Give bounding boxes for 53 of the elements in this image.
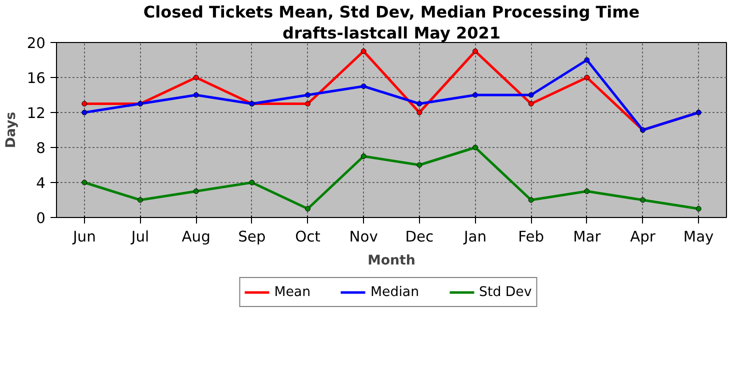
point	[528, 92, 534, 98]
x-tick-label: Dec	[405, 228, 434, 246]
point	[193, 92, 199, 98]
legend-label: Std Dev	[479, 284, 532, 300]
point	[696, 206, 702, 212]
point	[528, 197, 534, 203]
y-axis-title: Days	[4, 112, 19, 148]
point	[305, 92, 310, 98]
point	[416, 110, 422, 116]
point	[82, 110, 88, 116]
point	[193, 74, 199, 80]
point	[584, 57, 590, 63]
point	[416, 101, 422, 106]
point	[472, 92, 478, 98]
y-tick-label: 16	[26, 70, 46, 87]
x-tick-label: Mar	[573, 228, 602, 246]
point	[305, 206, 310, 212]
point	[584, 188, 590, 194]
chart-subtitle: drafts-lastcall May 2021	[282, 24, 500, 42]
x-axis-title: Month	[368, 254, 416, 268]
x-tick-label: Nov	[349, 228, 378, 246]
chart-title: Closed Tickets Mean, Std Dev, Median Processing Time	[143, 2, 640, 22]
point	[472, 144, 478, 150]
legend-label: Median	[370, 284, 420, 300]
point	[584, 74, 590, 80]
y-tick-label: 0	[36, 210, 46, 227]
point	[193, 188, 199, 194]
x-tick-label: Sep	[238, 228, 266, 246]
point	[360, 84, 366, 89]
x-tick-label: Jun	[72, 228, 96, 246]
y-tick-label: 12	[26, 105, 46, 122]
point	[138, 197, 143, 203]
y-tick-label: 20	[26, 35, 46, 52]
point	[528, 101, 534, 106]
x-tick-label: Oct	[295, 228, 321, 246]
x-tick-label: Jul	[130, 228, 150, 246]
point	[82, 180, 88, 186]
y-tick-label: 4	[36, 175, 46, 192]
x-tick-label: Feb	[518, 228, 544, 246]
point	[305, 101, 310, 106]
legend-label: Mean	[274, 284, 311, 300]
point	[360, 154, 366, 159]
x-tick-label: May	[683, 228, 714, 246]
x-tick-label: Apr	[630, 228, 656, 246]
point	[249, 180, 255, 186]
point	[82, 101, 88, 106]
point	[360, 48, 366, 54]
x-tick-label: Aug	[182, 228, 210, 246]
point	[640, 197, 646, 203]
y-tick-label: 8	[36, 140, 46, 157]
point	[416, 162, 422, 168]
x-tick-label: Jan	[462, 228, 487, 246]
point	[472, 48, 478, 54]
